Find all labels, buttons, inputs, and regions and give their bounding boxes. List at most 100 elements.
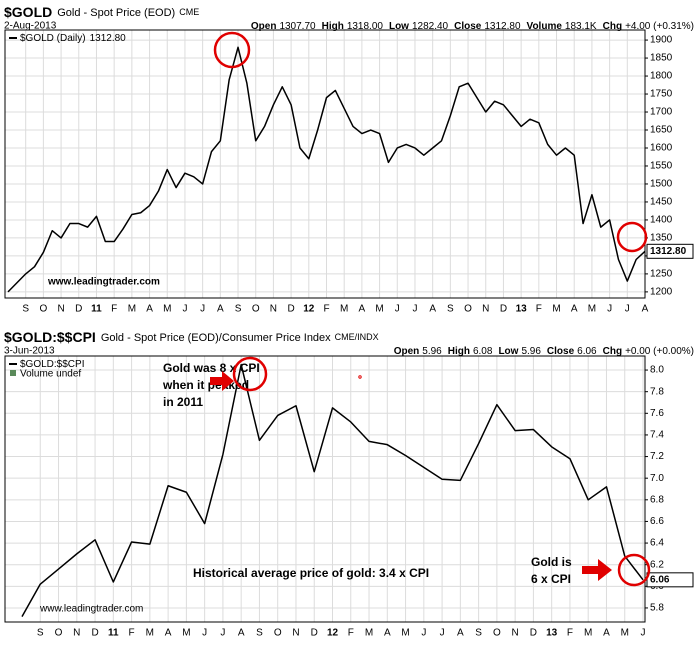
plot-frame [4, 29, 646, 299]
x-tick-label: J [412, 304, 417, 315]
y-tick-label: 1650 [650, 125, 673, 136]
x-tick-label: J [641, 628, 646, 639]
marks-layer: $GOLD Gold - Spot Price (EOD) CME 2-Aug-201… [4, 4, 694, 639]
stat-label: High [448, 346, 470, 357]
x-tick-label: S [256, 628, 263, 639]
y-tick-label: 6.4 [650, 538, 664, 549]
stat-value: +0.00 (+0.00%) [625, 346, 694, 357]
y-tick-label: 1250 [650, 269, 673, 280]
exchange: CME/INDX [335, 332, 379, 342]
y-tick-label: 1400 [650, 215, 673, 226]
x-tick-label: D [500, 304, 507, 315]
y-tick-label: 5.8 [650, 603, 664, 614]
x-tick-label: D [530, 628, 537, 639]
x-tick-label: A [642, 304, 649, 315]
y-tick-label: 1450 [650, 197, 673, 208]
chart-title: $GOLD [4, 4, 52, 20]
stat-label: Chg [603, 346, 622, 357]
annotation: Gold was 8 x CPI [163, 361, 260, 375]
last-value-label: 6.06 [650, 574, 670, 585]
x-tick-label: A [217, 304, 224, 315]
y-tick-label: 1750 [650, 89, 673, 100]
x-tick-label: D [287, 304, 294, 315]
stat-label: Low [389, 21, 409, 32]
x-tick-label: J [182, 304, 187, 315]
x-tick-label: J [440, 628, 445, 639]
x-tick-label: M [584, 628, 592, 639]
stat-value: 6.08 [473, 346, 493, 357]
plot-frame [4, 355, 646, 623]
x-tick-label: A [457, 628, 464, 639]
stat-label: Chg [603, 21, 622, 32]
chart-subtitle: Gold - Spot Price (EOD) [57, 7, 175, 19]
stat-label: Close [547, 346, 575, 357]
x-tick-label: 13 [516, 304, 528, 315]
x-tick-label: F [348, 628, 354, 639]
annotation: in 2011 [163, 395, 203, 409]
stat-label: Close [454, 21, 482, 32]
stat-value: 1282.40 [412, 21, 449, 32]
x-tick-label: N [482, 304, 489, 315]
legend-value: 1312.80 [90, 33, 127, 44]
y-tick-label: 7.4 [650, 430, 664, 441]
y-tick-label: 1500 [650, 179, 673, 190]
x-tick-label: N [512, 628, 519, 639]
chart-date: 3-Jun-2013 [4, 346, 55, 357]
x-tick-label: A [571, 304, 578, 315]
x-tick-label: S [22, 304, 29, 315]
y-tick-label: 6.8 [650, 494, 664, 505]
chart-subtitle: Gold - Spot Price (EOD)/Consumer Price I… [101, 332, 331, 344]
stat-value: 5.96 [521, 346, 541, 357]
x-tick-label: D [91, 628, 98, 639]
end-circle [616, 221, 648, 253]
x-tick-label: M [375, 304, 383, 315]
y-tick-label: 1850 [650, 53, 673, 64]
chart-date: 2-Aug-2013 [4, 21, 57, 32]
x-tick-label: F [129, 628, 135, 639]
peak-circle [213, 31, 251, 69]
stat-label: High [322, 21, 344, 32]
volume-icon [10, 370, 16, 376]
x-tick-label: A [165, 628, 172, 639]
x-tick-label: J [220, 628, 225, 639]
stat-value: 5.96 [422, 346, 442, 357]
last-value-box [646, 243, 694, 259]
x-tick-label: M [182, 628, 190, 639]
y-tick-label: 1350 [650, 233, 673, 244]
red-dot [358, 375, 362, 379]
y-tick-label: 1900 [650, 35, 673, 46]
y-tick-label: 6.6 [650, 516, 664, 527]
y-tick-label: 7.0 [650, 473, 664, 484]
x-tick-label: J [395, 304, 400, 315]
y-tick-label: 1600 [650, 143, 673, 154]
x-tick-label: S [475, 628, 482, 639]
legend-entry: $GOLD (Daily) 1312.80 [20, 33, 126, 44]
stat-label: Open [251, 21, 277, 32]
annotation: 6 x CPI [531, 572, 571, 586]
watermark: www.leadingtrader.com [47, 277, 160, 288]
y-tick-label: 1700 [650, 107, 673, 118]
end-circle [617, 553, 651, 587]
stat-value: 1318.00 [347, 21, 384, 32]
x-tick-label: 11 [108, 628, 119, 639]
x-tick-label: O [493, 628, 501, 639]
x-tick-label: A [384, 628, 391, 639]
x-tick-label: D [75, 304, 82, 315]
last-value-box [646, 572, 694, 588]
price-line [7, 46, 646, 293]
y-tick-label: 8.0 [650, 365, 664, 376]
arrow [210, 371, 234, 391]
x-tick-label: S [447, 304, 454, 315]
y-tick-label: 7.8 [650, 386, 664, 397]
stat-value: 1312.80 [484, 21, 521, 32]
x-tick-label: 11 [91, 304, 102, 315]
x-tick-label: S [235, 304, 242, 315]
stat-value: 1307.70 [279, 21, 316, 32]
stat-value: +4.00 (+0.31%) [625, 21, 694, 32]
x-tick-label: A [146, 304, 153, 315]
x-tick-label: J [607, 304, 612, 315]
y-tick-label: 7.6 [650, 408, 664, 419]
x-tick-label: O [464, 304, 472, 315]
chart-header: $GOLD Gold - Spot Price (EOD) CME [4, 4, 199, 20]
